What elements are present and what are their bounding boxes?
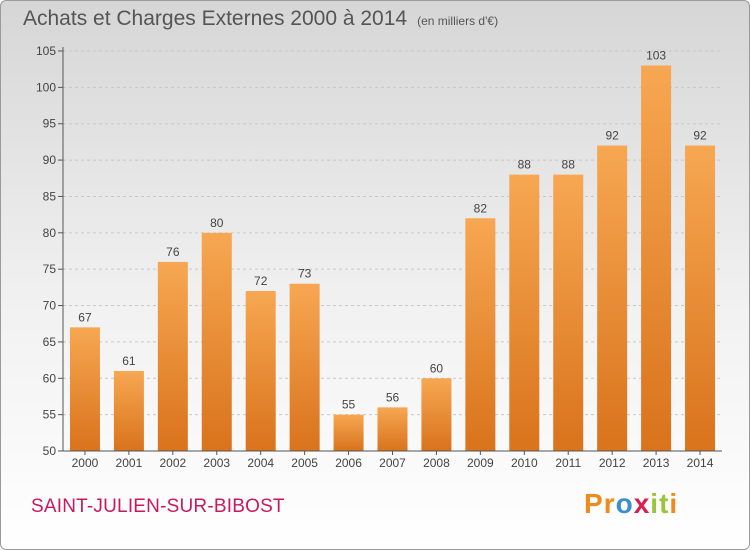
- x-tick-label: 2009: [467, 456, 494, 470]
- x-tick-label: 2003: [203, 456, 230, 470]
- x-tick-label: 2000: [72, 456, 99, 470]
- y-tick-label: 70: [43, 299, 57, 313]
- bar-value-label: 55: [342, 398, 356, 412]
- y-tick-label: 80: [43, 226, 57, 240]
- bar-value-label: 76: [166, 245, 180, 259]
- x-tick-label: 2010: [511, 456, 538, 470]
- y-tick-label: 85: [43, 189, 57, 203]
- bar-2004: [245, 291, 276, 451]
- bar-2001: [113, 371, 144, 451]
- y-tick-label: 55: [43, 408, 57, 422]
- bar-value-label: 82: [474, 201, 488, 215]
- proxiti-logo: Proxiti: [584, 488, 678, 520]
- bar-2008: [421, 378, 452, 451]
- bar-2003: [201, 232, 232, 451]
- bar-value-label: 92: [605, 129, 619, 143]
- bar-value-label: 60: [430, 361, 444, 375]
- x-tick-label: 2001: [116, 456, 143, 470]
- bar-2010: [509, 174, 540, 452]
- x-tick-label: 2008: [423, 456, 450, 470]
- x-tick-label: 2004: [247, 456, 274, 470]
- logo-letter: P: [584, 488, 604, 519]
- y-tick-label: 105: [36, 44, 56, 58]
- bars: 67 61 76 80 72 73 55 56 60 82 88 88 92 103 92: [69, 49, 716, 452]
- bar-value-label: 88: [562, 158, 576, 172]
- logo-letter: r: [603, 488, 616, 519]
- axes: 50 55 60 65 70 75 80 85 90 95 100 105 2000 2001 2002 20…: [36, 44, 722, 470]
- bar-value-label: 72: [254, 274, 268, 288]
- x-tick-label: 2013: [643, 456, 670, 470]
- logo-letter: i: [650, 488, 660, 519]
- x-tick-label: 2006: [335, 456, 362, 470]
- y-tick-label: 75: [43, 262, 57, 276]
- commune-name: SAINT-JULIEN-SUR-BIBOST: [31, 496, 285, 517]
- y-tick-label: 100: [36, 80, 56, 94]
- x-tick-label: 2002: [159, 456, 186, 470]
- y-tick-label: 95: [43, 117, 57, 131]
- bar-value-label: 80: [210, 216, 224, 230]
- bar-2014: [685, 145, 716, 451]
- bar-value-label: 67: [78, 310, 92, 324]
- bar-value-label: 73: [298, 267, 312, 281]
- bar-2006: [333, 414, 364, 451]
- bar-value-label: 103: [646, 49, 666, 63]
- x-tick-label: 2014: [687, 456, 714, 470]
- x-tick-label: 2005: [291, 456, 318, 470]
- bar-2012: [597, 145, 628, 451]
- logo-letter: o: [615, 488, 634, 519]
- bar-value-label: 61: [122, 354, 136, 368]
- logo-letter: i: [669, 488, 679, 519]
- bar-2009: [465, 218, 496, 451]
- bar-value-label: 88: [518, 158, 532, 172]
- y-tick-label: 90: [43, 153, 57, 167]
- bar-2011: [553, 174, 584, 452]
- y-tick-label: 50: [43, 444, 57, 458]
- chart-title: Achats et Charges Externes 2000 à 2014 (e…: [23, 7, 498, 31]
- bar-value-label: 56: [386, 390, 400, 404]
- x-tick-label: 2007: [379, 456, 406, 470]
- logo-letter: t: [659, 488, 670, 519]
- x-tick-label: 2012: [599, 456, 626, 470]
- x-tick-label: 2011: [555, 456, 581, 470]
- logo-letter: x: [633, 488, 651, 519]
- bar-2005: [289, 283, 320, 451]
- bar-2013: [641, 65, 672, 451]
- bar-value-label: 92: [693, 129, 707, 143]
- y-tick-label: 60: [43, 371, 57, 385]
- y-tick-label: 65: [43, 335, 57, 349]
- chart-subtitle: (en milliers d'€): [417, 14, 499, 28]
- bar-2007: [377, 407, 408, 451]
- bar-2000: [69, 327, 100, 451]
- chart-title-text: Achats et Charges Externes 2000 à 2014: [23, 7, 408, 30]
- bar-2002: [157, 261, 188, 451]
